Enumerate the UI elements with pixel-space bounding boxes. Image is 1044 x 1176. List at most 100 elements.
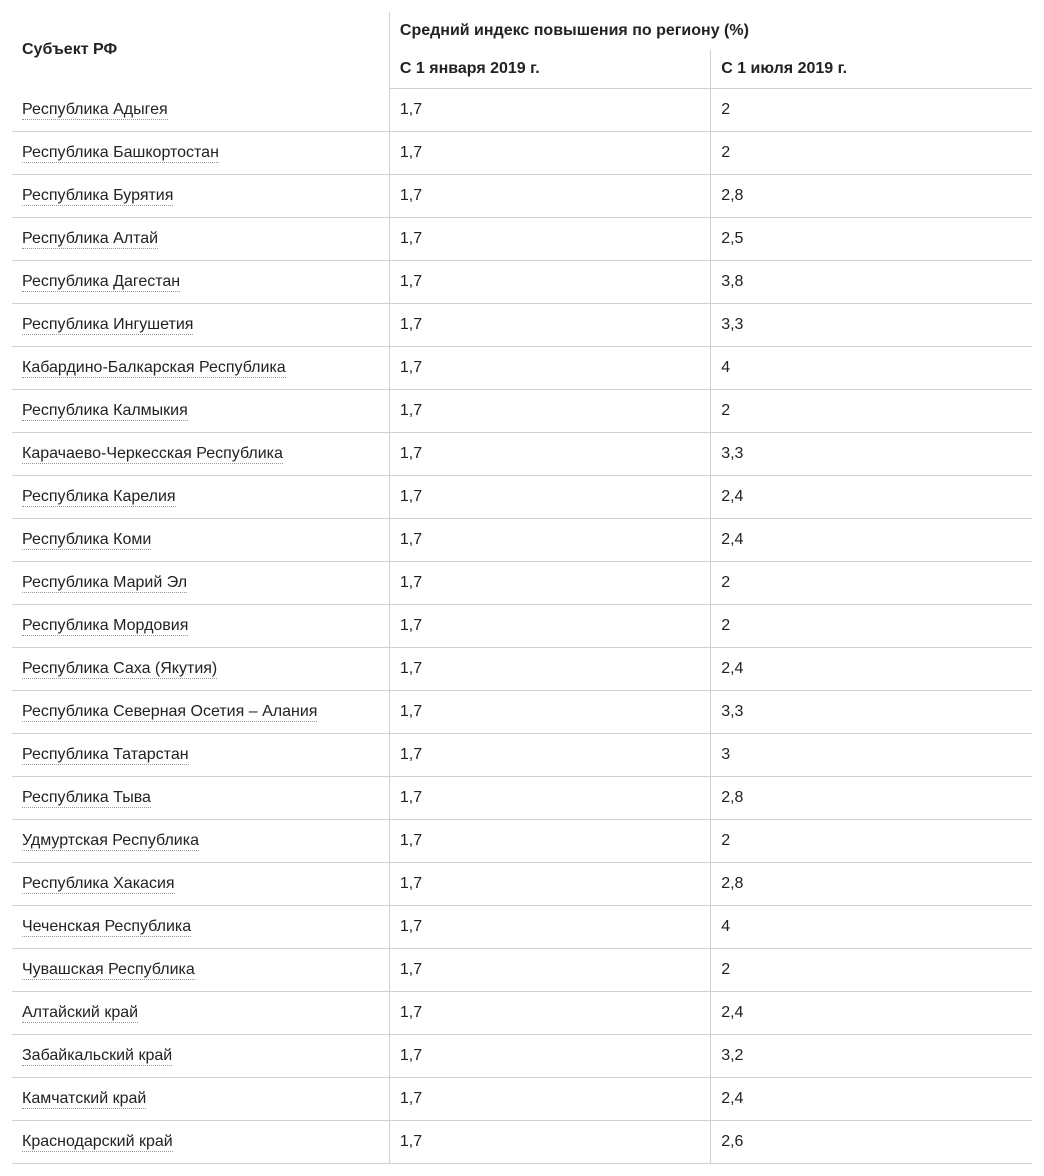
jul-cell: 2,4 (711, 992, 1032, 1035)
jul-cell: 4 (711, 906, 1032, 949)
jul-cell: 3,3 (711, 433, 1032, 476)
region-name: Республика Ингушетия (22, 316, 193, 335)
header-group: Средний индекс повышения по региону (%) (389, 12, 1032, 50)
region-name: Республика Тыва (22, 789, 151, 808)
jan-cell: 1,7 (389, 777, 710, 820)
header-jan: С 1 января 2019 г. (389, 50, 710, 89)
table-row: Карачаево-Черкесская Республика 1,73,3 (12, 433, 1032, 476)
jan-cell: 1,7 (389, 175, 710, 218)
region-cell: Республика Калмыкия (12, 390, 389, 433)
region-name: Чувашская Республика (22, 961, 195, 980)
jan-cell: 1,7 (389, 734, 710, 777)
region-name: Республика Саха (Якутия) (22, 660, 217, 679)
table-row: Чеченская Республика1,74 (12, 906, 1032, 949)
region-name: Карачаево-Черкесская Республика (22, 445, 283, 464)
header-jul: С 1 июля 2019 г. (711, 50, 1032, 89)
table-row: Камчатский край1,72,4 (12, 1078, 1032, 1121)
jan-cell: 1,7 (389, 648, 710, 691)
jan-cell: 1,7 (389, 1121, 710, 1164)
region-name: Алтайский край (22, 1004, 138, 1023)
jul-cell: 2 (711, 89, 1032, 132)
region-cell: Республика Саха (Якутия) (12, 648, 389, 691)
jan-cell: 1,7 (389, 433, 710, 476)
jan-cell: 1,7 (389, 132, 710, 175)
jul-cell: 2,8 (711, 863, 1032, 906)
region-cell: Алтайский край (12, 992, 389, 1035)
region-cell: Чувашская Республика (12, 949, 389, 992)
region-cell: Республика Адыгея (12, 89, 389, 132)
region-name: Удмуртская Республика (22, 832, 199, 851)
jan-cell: 1,7 (389, 1035, 710, 1078)
table-row: Республика Саха (Якутия) 1,72,4 (12, 648, 1032, 691)
jan-cell: 1,7 (389, 992, 710, 1035)
jan-cell: 1,7 (389, 347, 710, 390)
region-name: Республика Карелия (22, 488, 176, 507)
region-name: Республика Татарстан (22, 746, 189, 765)
region-cell: Республика Башкортостан (12, 132, 389, 175)
jan-cell: 1,7 (389, 261, 710, 304)
jan-cell: 1,7 (389, 562, 710, 605)
table-row: Республика Ингушетия 1,73,3 (12, 304, 1032, 347)
jan-cell: 1,7 (389, 820, 710, 863)
table-row: Республика Дагестан1,73,8 (12, 261, 1032, 304)
jan-cell: 1,7 (389, 390, 710, 433)
jul-cell: 3,3 (711, 304, 1032, 347)
jan-cell: 1,7 (389, 89, 710, 132)
table-row: Республика Коми1,72,4 (12, 519, 1032, 562)
table-row: Республика Марий Эл 1,72 (12, 562, 1032, 605)
region-name: Республика Мордовия (22, 617, 188, 636)
region-name: Республика Бурятия (22, 187, 173, 206)
region-cell: Республика Коми (12, 519, 389, 562)
table-row: Республика Хакасия1,72,8 (12, 863, 1032, 906)
region-index-table: Субъект РФ Средний индекс повышения по р… (12, 12, 1032, 1164)
region-name: Республика Коми (22, 531, 151, 550)
region-name: Камчатский край (22, 1090, 146, 1109)
jul-cell: 2 (711, 949, 1032, 992)
jul-cell: 3,3 (711, 691, 1032, 734)
jul-cell: 3,2 (711, 1035, 1032, 1078)
jul-cell: 2 (711, 132, 1032, 175)
region-cell: Кабардино-Балкарская Республика (12, 347, 389, 390)
jan-cell: 1,7 (389, 476, 710, 519)
jul-cell: 3 (711, 734, 1032, 777)
table-row: Чувашская Республика1,72 (12, 949, 1032, 992)
table-row: Алтайский край 1,72,4 (12, 992, 1032, 1035)
jan-cell: 1,7 (389, 691, 710, 734)
table-row: Забайкальский край1,73,2 (12, 1035, 1032, 1078)
jul-cell: 2,4 (711, 1078, 1032, 1121)
table-row: Республика Карелия 1,72,4 (12, 476, 1032, 519)
jul-cell: 2,4 (711, 476, 1032, 519)
region-cell: Чеченская Республика (12, 906, 389, 949)
table-row: Республика Бурятия1,72,8 (12, 175, 1032, 218)
region-name: Чеченская Республика (22, 918, 191, 937)
table-row: Республика Мордовия1,72 (12, 605, 1032, 648)
jul-cell: 2 (711, 562, 1032, 605)
region-name: Республика Дагестан (22, 273, 180, 292)
region-name: Республика Марий Эл (22, 574, 187, 593)
region-cell: Республика Карелия (12, 476, 389, 519)
region-cell: Республика Северная Осетия – Алания (12, 691, 389, 734)
table-row: Республика Башкортостан1,72 (12, 132, 1032, 175)
jul-cell: 4 (711, 347, 1032, 390)
region-name: Республика Северная Осетия – Алания (22, 703, 317, 722)
jan-cell: 1,7 (389, 605, 710, 648)
jan-cell: 1,7 (389, 304, 710, 347)
jan-cell: 1,7 (389, 863, 710, 906)
jul-cell: 2 (711, 390, 1032, 433)
table-row: Республика Калмыкия 1,72 (12, 390, 1032, 433)
header-region: Субъект РФ (12, 12, 389, 89)
jan-cell: 1,7 (389, 519, 710, 562)
region-cell: Республика Ингушетия (12, 304, 389, 347)
jul-cell: 2,8 (711, 777, 1032, 820)
jul-cell: 2,6 (711, 1121, 1032, 1164)
jul-cell: 2,4 (711, 648, 1032, 691)
region-name: Республика Алтай (22, 230, 158, 249)
region-cell: Забайкальский край (12, 1035, 389, 1078)
region-name: Республика Калмыкия (22, 402, 188, 421)
table-row: Краснодарский край1,72,6 (12, 1121, 1032, 1164)
region-cell: Республика Мордовия (12, 605, 389, 648)
region-cell: Республика Татарстан (12, 734, 389, 777)
jul-cell: 2,5 (711, 218, 1032, 261)
region-cell: Краснодарский край (12, 1121, 389, 1164)
region-cell: Республика Хакасия (12, 863, 389, 906)
